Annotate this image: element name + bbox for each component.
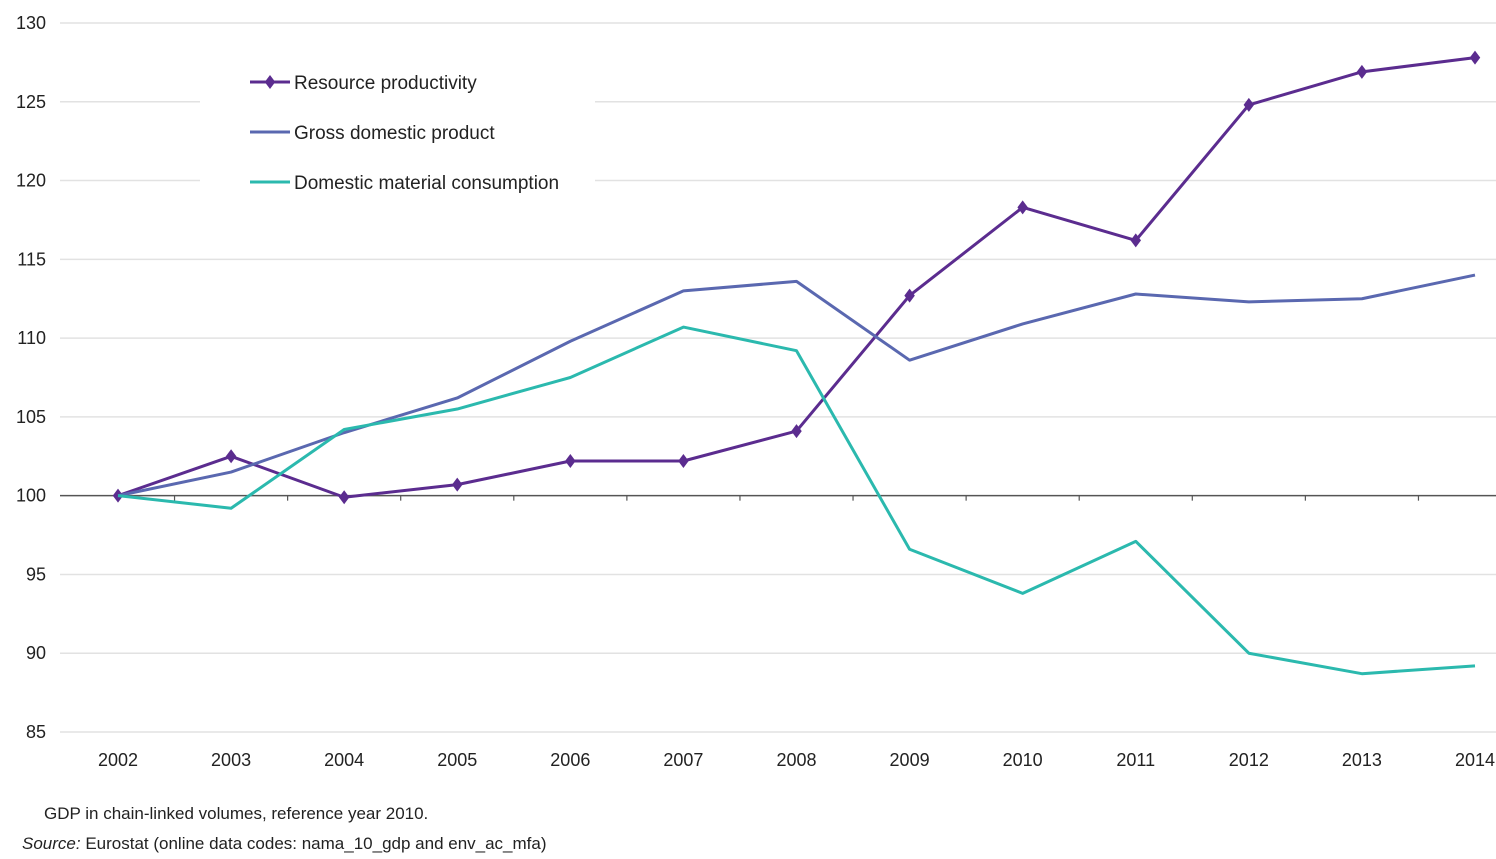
x-tick-label: 2007 <box>663 750 703 770</box>
x-tick-label: 2005 <box>437 750 477 770</box>
x-tick-label: 2008 <box>776 750 816 770</box>
data-point-marker <box>452 477 463 492</box>
data-point-marker <box>225 449 237 464</box>
legend-label: Gross domestic product <box>294 123 495 144</box>
source-label: Source: <box>22 834 81 853</box>
y-tick-label: 130 <box>16 13 46 33</box>
data-point-marker <box>904 288 915 303</box>
x-tick-label: 2010 <box>1003 750 1043 770</box>
legend-marker <box>264 75 276 89</box>
data-point-marker <box>1017 200 1028 215</box>
data-point-marker <box>1356 64 1368 79</box>
x-tick-label: 2011 <box>1116 750 1155 770</box>
x-tick-label: 2012 <box>1229 750 1269 770</box>
y-tick-label: 115 <box>17 249 46 269</box>
series-lines <box>112 50 1481 676</box>
legend-label: Domestic material consumption <box>294 173 559 194</box>
line-chart: 85 90 95 100 105 110 115 120 125 130 2002 2003 2004… <box>16 13 1496 770</box>
footnote: GDP in chain-linked volumes, reference y… <box>44 804 429 823</box>
data-point-marker <box>1243 97 1255 112</box>
x-tick-label: 2002 <box>98 750 138 770</box>
series-line-domestic-material-consumption <box>117 325 1476 676</box>
x-tick-label: 2006 <box>550 750 590 770</box>
y-tick-label: 100 <box>16 486 46 506</box>
y-tick-label: 90 <box>26 643 46 663</box>
source-text: Eurostat (online data codes: nama_10_gdp… <box>80 834 547 853</box>
y-tick-label: 120 <box>16 171 46 191</box>
y-axis-tick-labels: 85 90 95 100 105 110 115 120 125 130 <box>16 13 46 742</box>
source-note: Source: Eurostat (online data codes: nam… <box>22 834 547 854</box>
x-axis-tick-labels: 2002 2003 2004 2005 2006 2007 2008 2009 2010 2011… <box>98 750 1495 770</box>
x-tick-label: 2003 <box>211 750 251 770</box>
y-tick-label: 85 <box>26 722 46 742</box>
legend: Resource productivity Gross domestic prod… <box>200 58 595 208</box>
data-point-marker <box>1469 50 1481 65</box>
series-line-gross-domestic-product <box>117 273 1476 498</box>
data-point-marker <box>791 424 802 439</box>
y-tick-label: 105 <box>16 407 46 427</box>
x-tick-label: 2004 <box>324 750 364 770</box>
y-tick-label: 95 <box>26 564 46 584</box>
x-tick-label: 2014 <box>1455 750 1495 770</box>
data-point-marker <box>338 490 350 505</box>
data-point-marker <box>1130 233 1141 248</box>
data-point-marker <box>565 454 576 469</box>
y-tick-label: 110 <box>17 328 46 348</box>
data-point-marker <box>678 454 689 469</box>
x-tick-label: 2009 <box>890 750 930 770</box>
y-tick-label: 125 <box>16 92 46 112</box>
legend-label: Resource productivity <box>294 73 477 94</box>
x-tick-label: 2013 <box>1342 750 1382 770</box>
